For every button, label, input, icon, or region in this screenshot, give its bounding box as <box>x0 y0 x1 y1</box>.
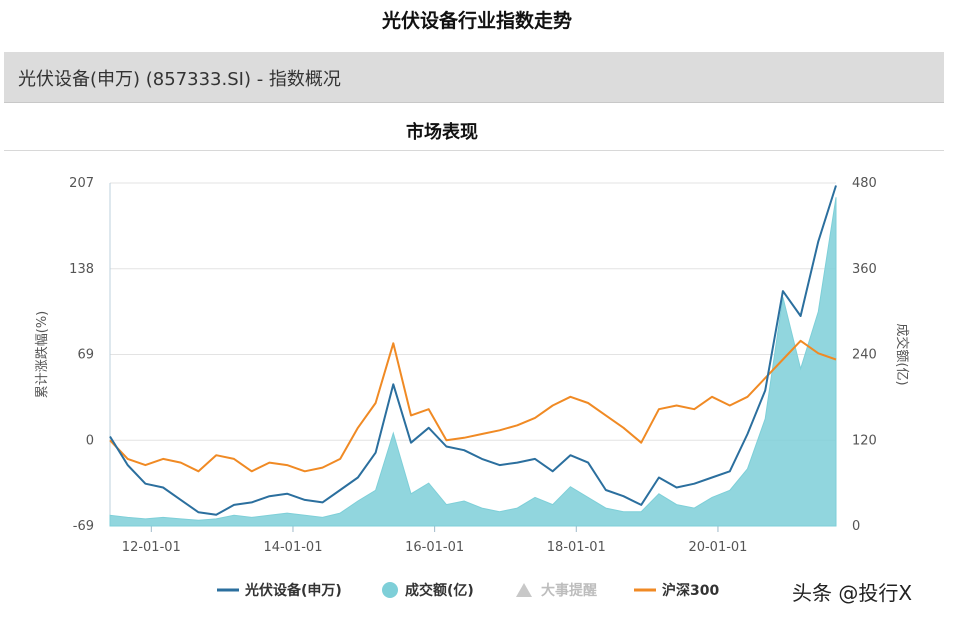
watermark: 头条 @投行X <box>792 581 913 605</box>
legend-turnover-marker <box>382 582 398 598</box>
legend-pv-label: 光伏设备(申万) <box>244 582 342 599</box>
y-right-tick-label: 360 <box>852 262 877 277</box>
legend-events-label: 大事提醒 <box>541 582 597 599</box>
y-right-tick-label: 240 <box>852 348 877 363</box>
legend-hs300-label: 沪深300 <box>662 582 719 599</box>
y-right-axis-title: 成交额(亿) <box>894 323 910 385</box>
y-left-tick-label: 207 <box>69 176 94 191</box>
y-left-tick-label: 138 <box>69 262 94 277</box>
y-right-tick-label: 120 <box>852 433 877 448</box>
legend-events-marker <box>516 583 532 597</box>
y-left-tick-label: 0 <box>86 433 94 448</box>
page-title: 光伏设备行业指数走势 <box>381 10 572 32</box>
section-divider <box>4 150 944 151</box>
y-right-tick-label: 0 <box>852 519 860 534</box>
x-tick-label: 18-01-01 <box>547 540 606 555</box>
series-turnover-area <box>109 197 837 527</box>
series-hs300-line <box>109 339 837 473</box>
y-left-tick-label: -69 <box>73 519 94 534</box>
y-left-axis-title: 累计涨跌幅(%) <box>34 311 50 399</box>
y-left-tick-label: 69 <box>77 348 94 363</box>
x-tick-label: 16-01-01 <box>405 540 464 555</box>
x-tick-label: 12-01-01 <box>122 540 181 555</box>
y-right-tick-label: 480 <box>852 176 877 191</box>
index-overview-bar: 光伏设备(申万) (857333.SI) - 指数概况 <box>4 52 944 103</box>
section-title: 市场表现 <box>406 122 478 143</box>
x-tick-label: 14-01-01 <box>263 540 322 555</box>
series-pv-equipment-line <box>109 185 837 516</box>
legend-turnover-label: 成交额(亿) <box>405 582 474 599</box>
index-label: 光伏设备(申万) (857333.SI) - 指数概况 <box>18 69 341 90</box>
x-tick-label: 20-01-01 <box>688 540 747 555</box>
